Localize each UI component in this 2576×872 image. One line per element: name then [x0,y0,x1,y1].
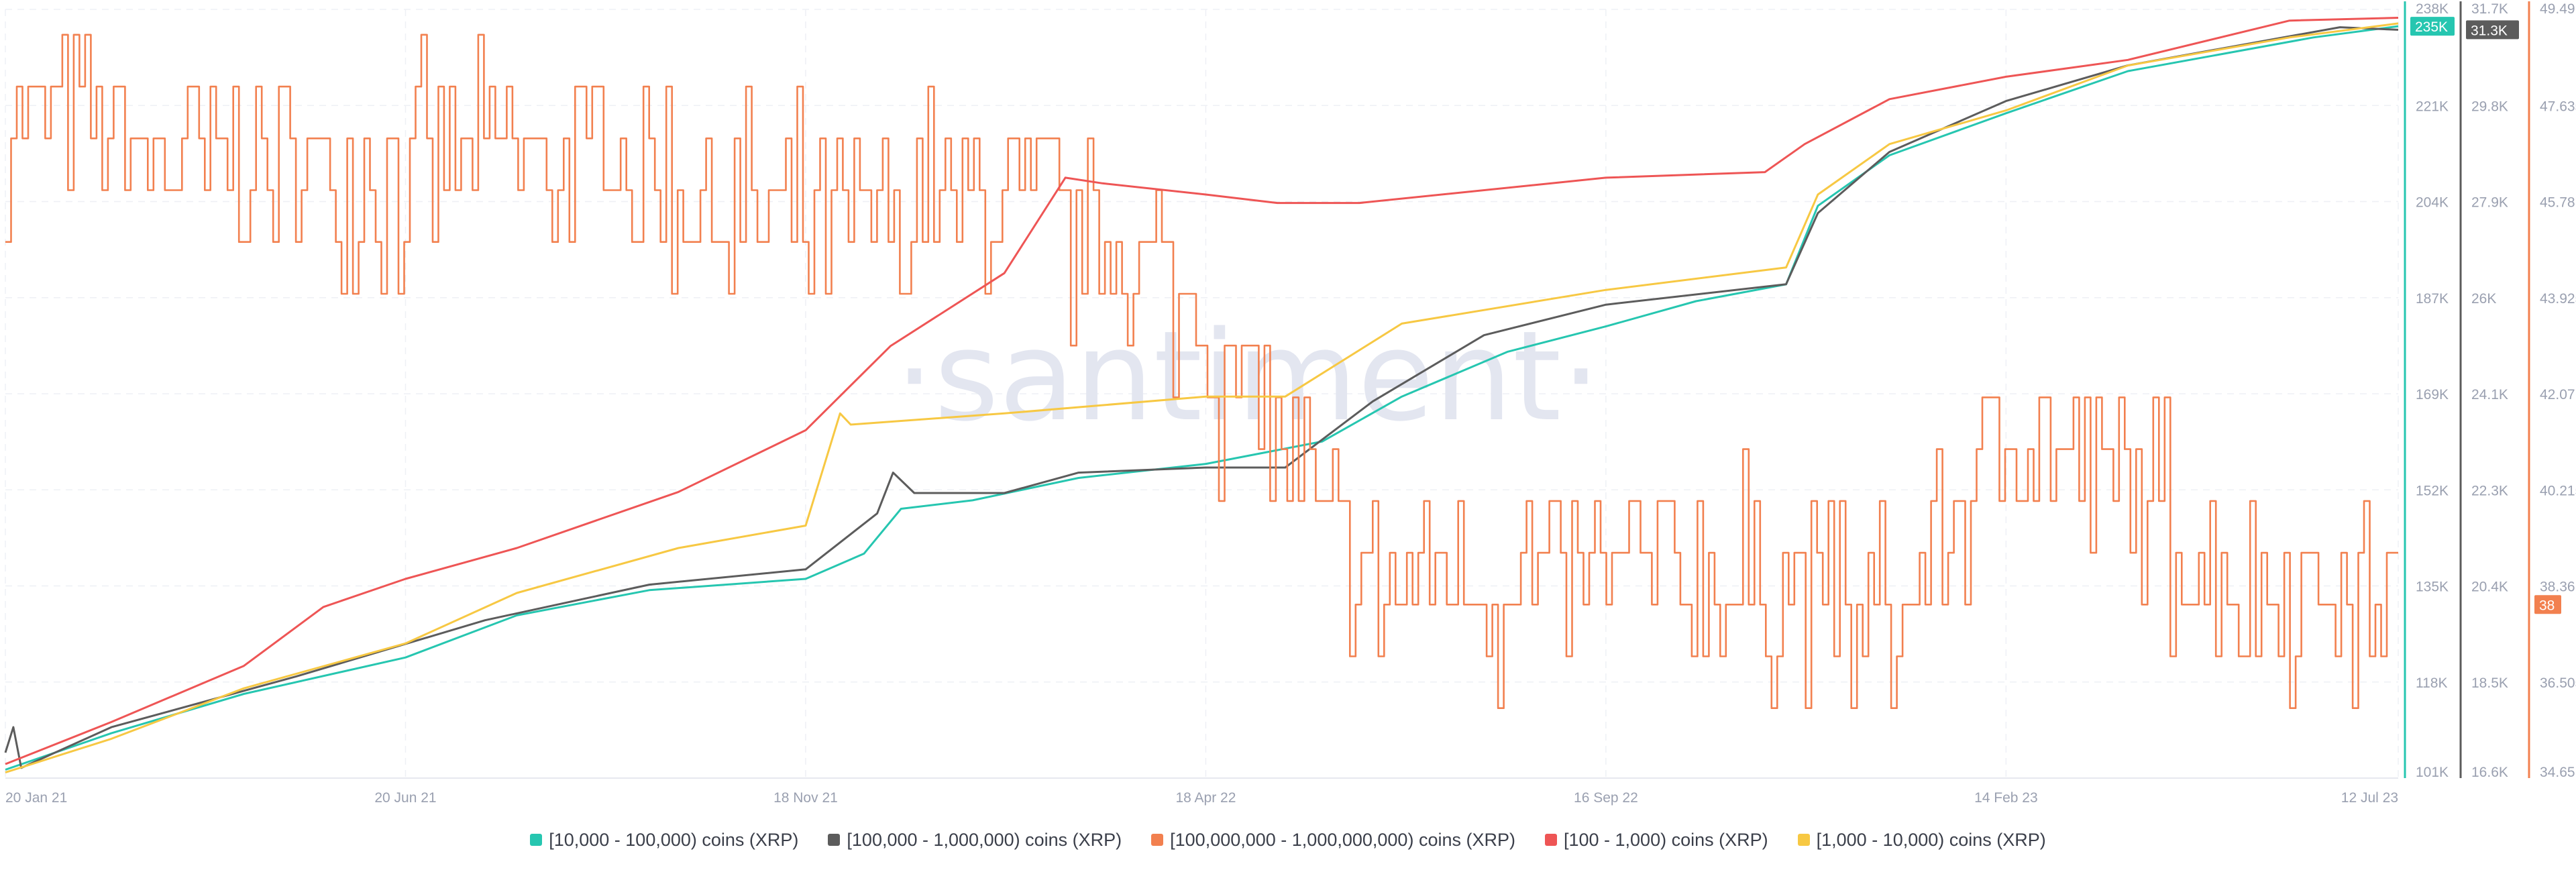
orange-tick-label: 42.07 [2540,387,2575,402]
orange-current-badge [2534,595,2561,614]
orange-tick-label: 40.215 [2540,483,2576,498]
orange-tick-label: 43.925 [2540,291,2576,307]
x-tick-label: 20 Jan 21 [5,790,67,806]
x-tick-label: 16 Sep 22 [1574,790,1638,806]
series-line-1 [4,26,2399,769]
teal-tick-label: 118K [2416,675,2448,691]
gray-tick-label: 20.4K [2471,580,2508,595]
series-line-0 [5,25,2399,771]
teal-current-badge [2410,17,2455,36]
legend-label: [100,000,000 - 1,000,000,000) coins (XRP… [1170,829,1515,850]
teal-tick-label: 152K [2416,483,2449,498]
series-lines [4,17,2399,774]
gray-tick-label: 29.8K [2471,99,2508,114]
watermark: ·santiment· [895,304,1601,449]
legend-item[interactable]: [100 - 1,000) coins (XRP) [1544,829,1768,851]
teal-tick-label: 135K [2416,580,2449,595]
gray-current-badge [2466,20,2519,40]
y-axes: 238K 221K 204K 187K 169K 152K 135K 118K 101K 235K… [2404,1,2576,780]
teal-tick-label: 221K [2416,99,2449,114]
legend-swatch [1151,834,1164,846]
orange-tick-label: 38.36 [2540,580,2575,595]
gray-current-value: 31.3K [2471,23,2508,38]
x-tick-label: 18 Nov 21 [773,790,838,806]
legend-label: [1,000 - 10,000) coins (XRP) [1816,829,2046,850]
gray-tick-label: 16.6K [2471,765,2508,780]
legend-swatch [1544,834,1557,846]
teal-tick-label: 187K [2416,291,2449,307]
orange-tick-label: 49.49 [2540,1,2575,17]
teal-tick-label: 204K [2416,195,2449,211]
legend-item[interactable]: [100,000,000 - 1,000,000,000) coins (XRP… [1151,830,1515,851]
gray-tick-label: 26K [2471,291,2496,307]
x-axis: 20 Jan 21 20 Jun 21 18 Nov 21 18 Apr 22 16 S… [5,777,2398,806]
gray-tick-label: 31.7K [2471,1,2508,17]
teal-tick-label: 238K [2416,1,2449,17]
legend-swatch [530,834,543,846]
legend-label: [10,000 - 100,000) coins (XRP) [549,829,799,850]
legend-label: [100 - 1,000) coins (XRP) [1563,829,1768,850]
legend-item[interactable]: [100,000 - 1,000,000) coins (XRP) [828,830,1122,851]
legend-label: [100,000 - 1,000,000) coins (XRP) [847,829,1122,850]
gray-tick-label: 18.5K [2471,675,2508,691]
orange-tick-label: 36.505 [2540,675,2576,691]
gray-tick-label: 22.3K [2471,483,2508,498]
teal-tick-label: 101K [2416,765,2449,780]
gray-tick-label: 27.9K [2471,195,2508,211]
orange-tick-label: 47.635 [2540,99,2576,114]
x-tick-label: 18 Apr 22 [1175,790,1236,806]
legend-item[interactable]: [1,000 - 10,000) coins (XRP) [1797,829,2046,851]
series-line-3 [5,17,2399,765]
legend: [10,000 - 100,000) coins (XRP) [100,000 -… [0,826,2576,853]
x-tick-label: 14 Feb 23 [1974,790,2038,806]
orange-tick-label: 34.65 [2540,765,2575,780]
legend-item[interactable]: [10,000 - 100,000) coins (XRP) [530,830,798,851]
series-line-2 [5,34,2398,709]
teal-current-value: 235K [2415,19,2448,35]
orange-current-value: 38 [2539,598,2555,613]
teal-tick-label: 169K [2416,387,2449,402]
series-line-4 [5,22,2399,774]
gray-tick-label: 24.1K [2471,387,2508,402]
legend-swatch [828,834,841,846]
orange-tick-label: 45.78 [2540,195,2575,211]
legend-swatch [1797,834,1810,846]
x-tick-label: 12 Jul 23 [2341,790,2398,806]
x-tick-label: 20 Jun 21 [374,790,436,806]
